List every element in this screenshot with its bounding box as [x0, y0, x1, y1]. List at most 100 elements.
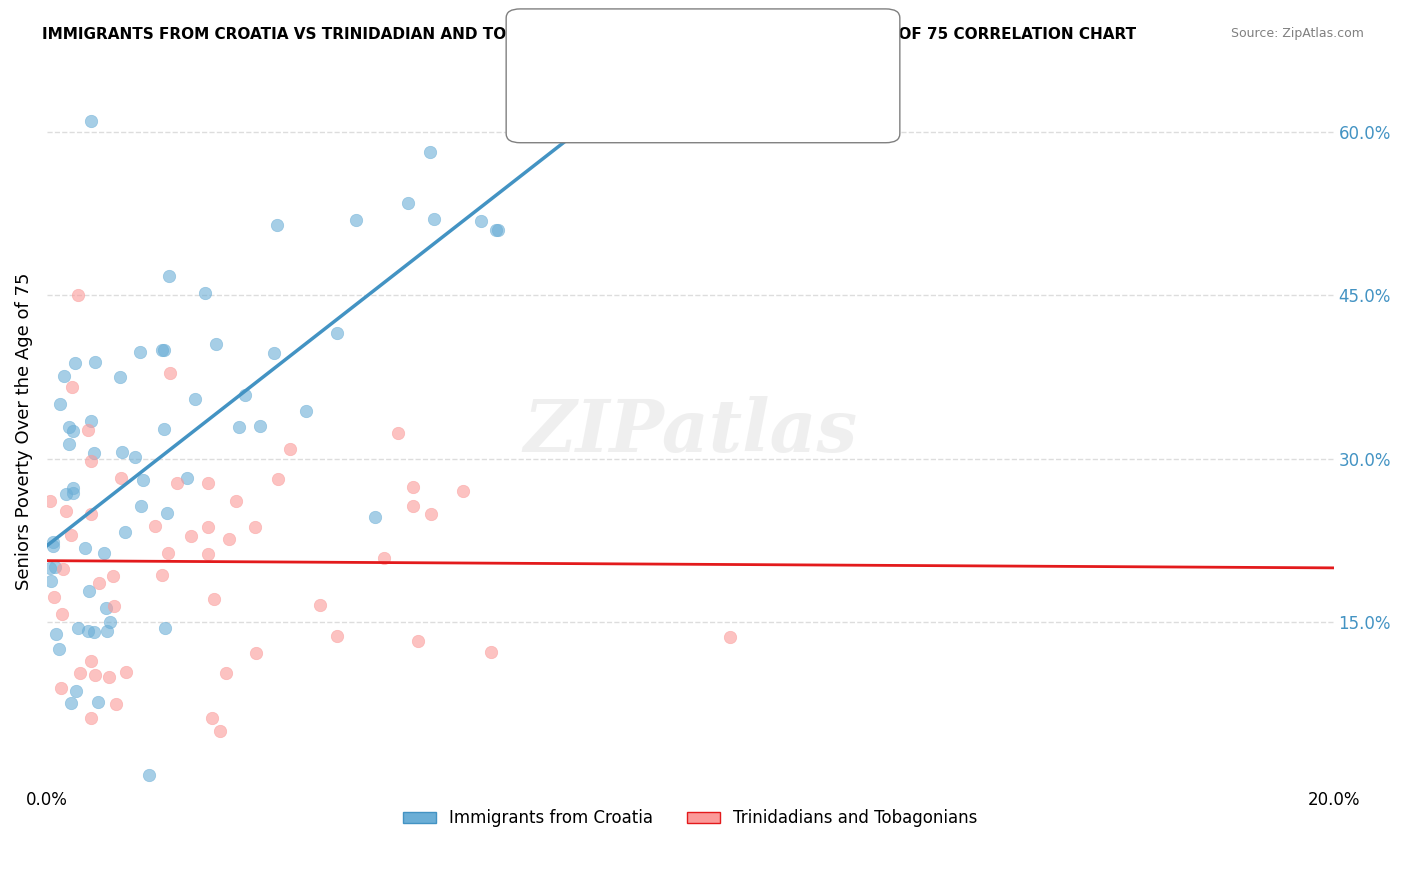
Point: [124, 450, 146, 465]
Point: [60, 380, 83, 394]
Point: [150, 567, 173, 582]
Point: [249, 418, 271, 433]
Point: [485, 223, 508, 237]
Point: [84, 355, 107, 369]
Point: [344, 212, 367, 227]
Point: [80, 508, 103, 522]
Point: [110, 471, 132, 485]
Point: [65, 683, 87, 698]
Point: [157, 269, 180, 284]
Point: [197, 520, 219, 534]
Point: [55, 487, 77, 501]
Point: [77, 423, 100, 437]
Point: [83, 624, 105, 639]
Point: [157, 546, 180, 560]
Point: [245, 646, 267, 660]
Point: [49, 681, 72, 696]
Point: [131, 473, 153, 487]
Text: R = 0.649   N = 65: R = 0.649 N = 65: [569, 54, 754, 71]
Point: [150, 343, 173, 358]
Point: [218, 532, 240, 546]
Text: IMMIGRANTS FROM CROATIA VS TRINIDADIAN AND TOBAGONIAN SENIORS POVERTY OVER THE A: IMMIGRANTS FROM CROATIA VS TRINIDADIAN A…: [42, 27, 1136, 42]
Point: [718, 630, 741, 644]
Legend: Immigrants from Croatia, Trinidadians and Tobagonians: Immigrants from Croatia, Trinidadians an…: [396, 803, 984, 834]
Point: [76, 624, 98, 639]
Point: [110, 445, 132, 459]
Text: R =  0.153   N = 53: R = 0.153 N = 53: [569, 94, 761, 112]
Point: [159, 366, 181, 380]
Point: [143, 519, 166, 533]
Point: [205, 336, 228, 351]
Point: [108, 369, 131, 384]
Point: [55, 504, 77, 518]
Point: [180, 529, 202, 543]
Point: [80, 414, 103, 428]
Point: [45, 626, 67, 640]
Point: [58, 436, 80, 450]
Point: [202, 591, 225, 606]
Point: [94, 601, 117, 615]
Point: [98, 615, 121, 630]
Point: [423, 211, 446, 226]
Point: [69, 665, 91, 680]
Point: [197, 475, 219, 490]
Point: [93, 546, 115, 560]
Point: [153, 422, 176, 436]
Point: [166, 475, 188, 490]
Point: [42, 540, 65, 554]
Point: [80, 654, 103, 668]
Point: [79, 454, 101, 468]
Point: [44, 560, 66, 574]
Point: [49, 397, 72, 411]
Point: [470, 214, 492, 228]
Point: [373, 551, 395, 566]
Point: [38, 560, 60, 574]
Point: [309, 599, 332, 613]
Point: [104, 697, 127, 711]
Point: [62, 424, 84, 438]
Point: [96, 624, 118, 639]
Point: [396, 196, 419, 211]
Point: [402, 499, 425, 513]
Point: [66, 622, 89, 636]
Point: [48, 642, 70, 657]
Point: [486, 223, 509, 237]
Point: [278, 442, 301, 456]
Point: [451, 483, 474, 498]
Point: [243, 520, 266, 534]
Point: [418, 145, 440, 159]
Point: [59, 696, 82, 710]
Point: [42, 535, 65, 549]
Point: [103, 568, 125, 582]
Point: [66, 288, 89, 302]
Point: [128, 345, 150, 359]
Point: [42, 590, 65, 604]
Text: ZIPatlas: ZIPatlas: [523, 396, 858, 467]
Point: [194, 285, 217, 300]
Point: [225, 493, 247, 508]
Point: [197, 548, 219, 562]
Point: [153, 621, 176, 635]
Point: [83, 446, 105, 460]
Point: [52, 369, 75, 384]
Point: [63, 356, 86, 370]
Point: [86, 695, 108, 709]
Point: [138, 768, 160, 782]
Point: [364, 510, 387, 524]
Point: [201, 710, 224, 724]
Point: [103, 599, 125, 613]
Text: Source: ZipAtlas.com: Source: ZipAtlas.com: [1230, 27, 1364, 40]
Point: [156, 507, 179, 521]
Point: [80, 710, 103, 724]
Point: [215, 665, 238, 680]
Point: [80, 114, 103, 128]
Point: [184, 392, 207, 406]
Point: [233, 388, 256, 402]
Point: [406, 633, 429, 648]
Point: [58, 420, 80, 434]
Point: [479, 645, 502, 659]
Point: [79, 584, 101, 599]
Point: [131, 500, 153, 514]
Point: [325, 326, 347, 340]
Point: [266, 472, 288, 486]
